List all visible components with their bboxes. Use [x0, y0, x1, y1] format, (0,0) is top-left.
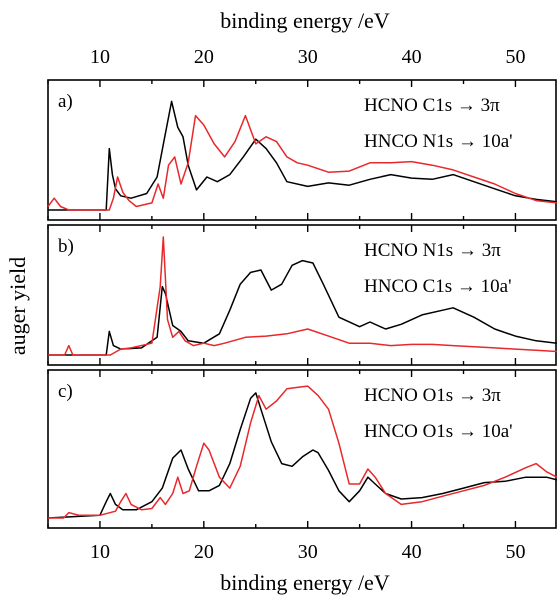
x-axis-top-title: binding energy /eV: [220, 8, 390, 33]
bottom-tick-label-30: 30: [298, 541, 318, 563]
top-tick-labels: 10 20 30 40 50: [90, 46, 526, 68]
panel-label: c): [58, 381, 73, 402]
top-tick-label-50: 50: [505, 46, 525, 68]
bottom-tick-labels: 10 20 30 40 50: [90, 541, 526, 563]
y-axis-title: auger yield: [5, 257, 30, 355]
legend-entry-hcno: HCNO C1s → 3π: [364, 95, 500, 116]
series-line-hcno: [48, 259, 557, 356]
panel-frame: [47, 79, 557, 221]
panel-a: a) HCNO C1s → 3π HNCO N1s → 10a': [47, 79, 557, 221]
series-line-hnco: [47, 114, 557, 211]
series-line-hcno: [48, 100, 557, 211]
x-axis-bottom-title: binding energy /eV: [220, 570, 390, 595]
series-line-hcno: [47, 392, 557, 519]
panel-c: c) HCNO O1s → 3π HNCO O1s → 10a': [47, 369, 557, 529]
bottom-tick-label-10: 10: [90, 541, 110, 563]
top-tick-label-10: 10: [90, 46, 110, 68]
panel-label: b): [58, 236, 74, 257]
series-line-hnco: [48, 385, 557, 519]
top-tick-label-40: 40: [402, 46, 422, 68]
legend-entry-hnco: HNCO C1s → 10a': [364, 276, 512, 297]
top-tick-label-20: 20: [194, 46, 214, 68]
bottom-tick-label-50: 50: [505, 541, 525, 563]
panel-frame: [47, 224, 557, 366]
legend-entry-hcno: HCNO N1s → 3π: [364, 240, 501, 261]
series-line-hnco: [48, 236, 557, 356]
legend-entry-hcno: HCNO O1s → 3π: [364, 385, 501, 406]
panels: a) HCNO C1s → 3π HNCO N1s → 10a' b) HCNO N1s…: [47, 79, 557, 529]
bottom-tick-label-20: 20: [194, 541, 214, 563]
panel-label: a): [58, 91, 73, 112]
legend-entry-hnco: HNCO O1s → 10a': [364, 421, 513, 442]
panel-b: b) HCNO N1s → 3π HNCO C1s → 10a': [47, 224, 557, 366]
top-tick-label-30: 30: [298, 46, 318, 68]
bottom-tick-label-40: 40: [402, 541, 422, 563]
legend-entry-hnco: HNCO N1s → 10a': [364, 131, 513, 152]
panel-frame: [47, 369, 557, 529]
